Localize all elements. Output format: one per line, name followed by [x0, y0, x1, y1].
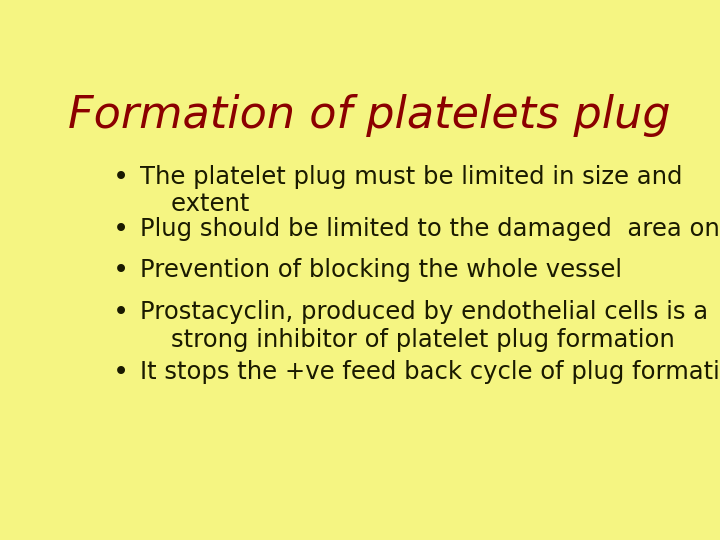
- Text: •: •: [112, 217, 129, 242]
- Text: Prostacyclin, produced by endothelial cells is a
    strong inhibitor of platele: Prostacyclin, produced by endothelial ce…: [140, 300, 708, 352]
- Text: •: •: [112, 360, 129, 386]
- Text: The platelet plug must be limited in size and
    extent: The platelet plug must be limited in siz…: [140, 165, 683, 217]
- Text: It stops the +ve feed back cycle of plug formation: It stops the +ve feed back cycle of plug…: [140, 360, 720, 384]
- Text: •: •: [112, 165, 129, 191]
- Text: Plug should be limited to the damaged  area only: Plug should be limited to the damaged ar…: [140, 217, 720, 240]
- Text: •: •: [112, 258, 129, 284]
- Text: •: •: [112, 300, 129, 326]
- Text: Formation of platelets plug: Formation of platelets plug: [68, 94, 670, 137]
- Text: Prevention of blocking the whole vessel: Prevention of blocking the whole vessel: [140, 258, 622, 282]
